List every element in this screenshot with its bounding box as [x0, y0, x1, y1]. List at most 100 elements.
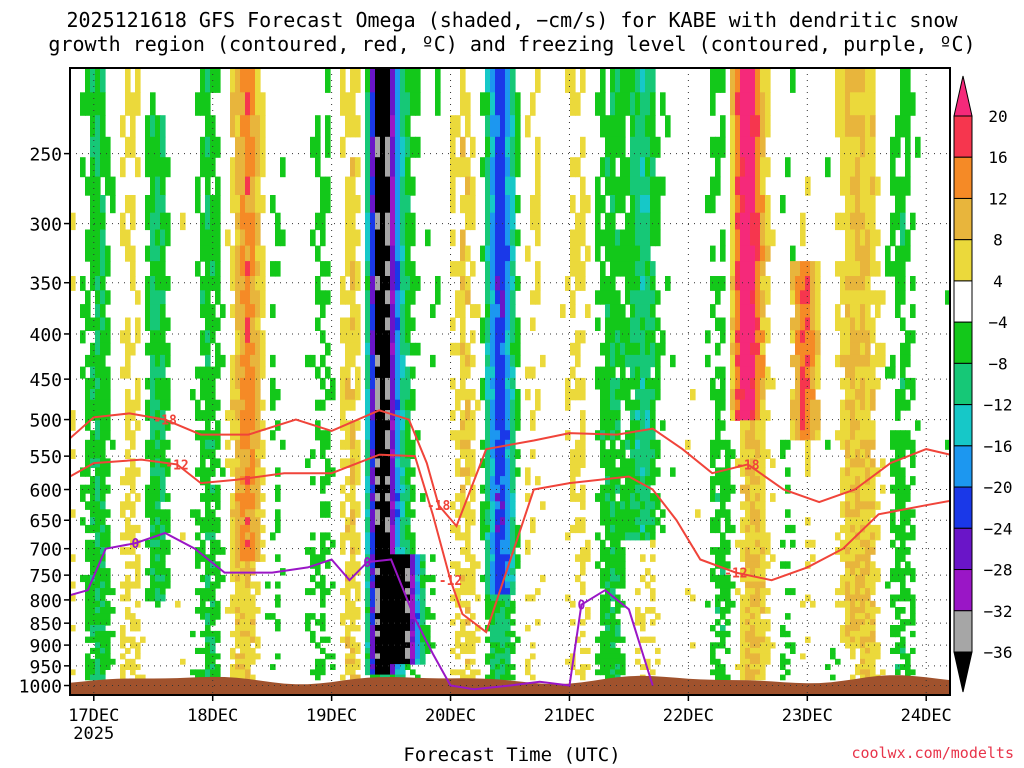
omega-cell — [715, 439, 721, 450]
omega-cell — [795, 354, 801, 368]
omega-cell — [490, 458, 496, 468]
omega-cell — [650, 493, 656, 502]
omega-cell — [535, 399, 541, 411]
omega-cell — [345, 476, 351, 486]
omega-cell — [350, 290, 356, 305]
omega-cell — [155, 354, 161, 368]
omega-cell — [255, 68, 261, 93]
omega-cell — [755, 410, 761, 421]
omega-cell — [865, 517, 871, 526]
omega-cell — [525, 493, 531, 502]
omega-cell — [155, 136, 161, 158]
omega-cell — [230, 647, 236, 654]
omega-cell — [485, 68, 491, 93]
omega-cell — [850, 501, 856, 510]
omega-cell — [380, 261, 386, 277]
omega-cell — [510, 330, 516, 344]
omega-cell — [860, 377, 866, 390]
omega-cell — [635, 501, 641, 510]
omega-cell — [500, 607, 506, 614]
omega-cell — [780, 439, 786, 450]
omega-cell — [720, 484, 726, 494]
omega-cell — [905, 568, 911, 576]
omega-cell — [750, 115, 756, 138]
omega-cell — [385, 561, 391, 569]
omega-cell — [650, 290, 656, 305]
omega-cell — [850, 636, 856, 643]
omega-cell — [865, 607, 871, 614]
omega-cell — [505, 664, 511, 670]
omega-cell — [145, 594, 151, 602]
omega-cell — [715, 574, 721, 583]
omega-cell — [600, 539, 606, 548]
omega-cell — [650, 574, 656, 583]
omega-cell — [810, 342, 816, 356]
omega-cell — [250, 509, 256, 518]
omega-cell — [210, 157, 216, 178]
omega-cell — [655, 501, 661, 510]
omega-cell — [250, 195, 256, 214]
omega-cell — [400, 630, 406, 638]
omega-cell — [370, 664, 376, 670]
omega-cell — [365, 561, 371, 569]
omega-cell — [370, 493, 376, 502]
omega-cell — [805, 366, 811, 379]
omega-cell — [235, 630, 241, 638]
omega-cell — [235, 658, 241, 665]
omega-cell — [380, 664, 386, 670]
omega-cell — [490, 600, 496, 608]
omega-cell — [855, 458, 861, 468]
omega-cell — [650, 554, 656, 562]
omega-cell — [750, 157, 756, 178]
omega-cell — [530, 674, 536, 681]
omega-cell — [615, 594, 621, 602]
omega-cell — [150, 176, 156, 196]
omega-cell — [405, 317, 411, 331]
omega-cell — [130, 439, 136, 450]
x-year-label: 2025 — [73, 724, 114, 744]
omega-cell — [325, 430, 331, 441]
omega-cell — [835, 212, 841, 231]
omega-cell — [745, 304, 751, 318]
omega-cell — [155, 594, 161, 602]
omega-cell — [370, 458, 376, 468]
omega-cell — [505, 539, 511, 548]
omega-cell — [370, 547, 376, 555]
omega-cell — [130, 136, 136, 158]
omega-cell — [715, 524, 721, 534]
omega-cell — [745, 115, 751, 138]
omega-cell — [755, 176, 761, 196]
omega-cell — [495, 476, 501, 486]
omega-cell — [130, 501, 136, 510]
omega-cell — [760, 304, 766, 318]
omega-cell — [745, 509, 751, 518]
omega-cell — [235, 664, 241, 670]
omega-cell — [905, 115, 911, 138]
omega-cell — [320, 600, 326, 608]
omega-cell — [395, 669, 401, 676]
omega-cell — [585, 304, 591, 318]
omega-cell — [480, 458, 486, 468]
omega-cell — [420, 607, 426, 614]
omega-cell — [275, 517, 281, 526]
omega-cell — [105, 366, 111, 379]
omega-cell — [395, 581, 401, 589]
omega-cell — [390, 653, 396, 660]
omega-cell — [895, 136, 901, 158]
omega-cell — [615, 574, 621, 583]
omega-cell — [210, 449, 216, 459]
omega-cell — [505, 330, 511, 344]
omega-cell — [865, 195, 871, 214]
omega-cell — [405, 568, 411, 576]
omega-cell — [355, 625, 361, 632]
omega-cell — [385, 574, 391, 583]
omega-cell — [405, 449, 411, 459]
omega-cell — [85, 458, 91, 468]
omega-cell — [195, 607, 201, 614]
omega-cell — [400, 594, 406, 602]
omega-cell — [105, 399, 111, 411]
omega-cell — [400, 467, 406, 477]
omega-cell — [235, 501, 241, 510]
omega-cell — [620, 458, 626, 468]
omega-cell — [465, 467, 471, 477]
